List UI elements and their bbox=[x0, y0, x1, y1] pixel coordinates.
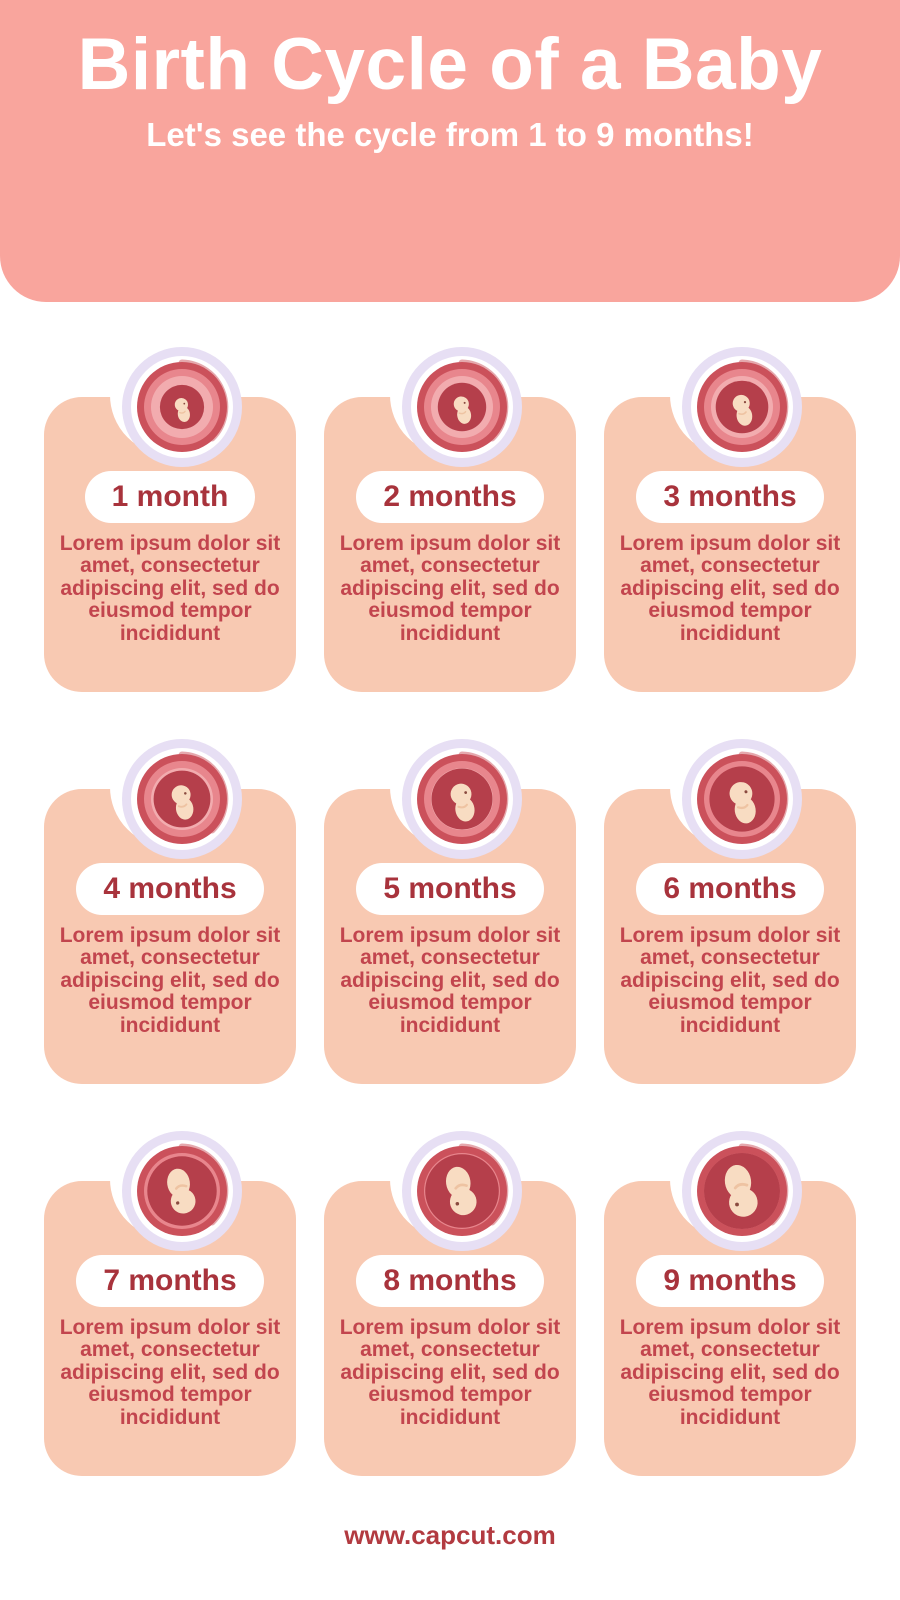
month-label-pill: 8 months bbox=[356, 1255, 544, 1307]
month-label: 6 months bbox=[663, 872, 797, 905]
month-label-pill: 2 months bbox=[356, 471, 544, 523]
month-card: 1 month Lorem ipsum dolor sit amet, cons… bbox=[44, 335, 296, 692]
footer: www.capcut.com bbox=[0, 1520, 900, 1551]
fetus-in-womb-month-7-icon bbox=[122, 1131, 242, 1251]
cards-grid: 1 month Lorem ipsum dolor sit amet, cons… bbox=[44, 335, 856, 1476]
month-card: 5 months Lorem ipsum dolor sit amet, con… bbox=[324, 727, 576, 1084]
month-description: Lorem ipsum dolor sit amet, consectetur … bbox=[619, 1316, 841, 1429]
header-banner: Birth Cycle of a Baby Let's see the cycl… bbox=[0, 0, 900, 302]
fetus-in-womb-month-6-icon bbox=[682, 739, 802, 859]
month-circle bbox=[390, 727, 522, 859]
month-card: 9 months Lorem ipsum dolor sit amet, con… bbox=[604, 1119, 856, 1476]
month-label-pill: 4 months bbox=[76, 863, 264, 915]
month-description: Lorem ipsum dolor sit amet, consectetur … bbox=[59, 532, 281, 645]
month-circle bbox=[110, 1119, 242, 1251]
embryo-in-womb-month-1-icon bbox=[122, 347, 242, 467]
month-label: 5 months bbox=[383, 872, 517, 905]
page-subtitle: Let's see the cycle from 1 to 9 months! bbox=[146, 116, 754, 154]
month-label-pill: 6 months bbox=[636, 863, 824, 915]
fetus-in-womb-month-2-icon bbox=[402, 347, 522, 467]
month-circle bbox=[390, 335, 522, 467]
fetus-in-womb-month-5-icon bbox=[402, 739, 522, 859]
month-description: Lorem ipsum dolor sit amet, consectetur … bbox=[619, 924, 841, 1037]
fetus-in-womb-month-4-icon bbox=[122, 739, 242, 859]
month-card: 4 months Lorem ipsum dolor sit amet, con… bbox=[44, 727, 296, 1084]
month-label: 1 month bbox=[111, 480, 229, 513]
month-label-pill: 1 month bbox=[84, 471, 256, 523]
month-label: 2 months bbox=[383, 480, 517, 513]
month-description: Lorem ipsum dolor sit amet, consectetur … bbox=[339, 924, 561, 1037]
month-circle bbox=[670, 727, 802, 859]
month-label-pill: 9 months bbox=[636, 1255, 824, 1307]
month-circle bbox=[670, 335, 802, 467]
month-description: Lorem ipsum dolor sit amet, consectetur … bbox=[619, 532, 841, 645]
month-card: 3 months Lorem ipsum dolor sit amet, con… bbox=[604, 335, 856, 692]
month-circle bbox=[110, 727, 242, 859]
month-card: 2 months Lorem ipsum dolor sit amet, con… bbox=[324, 335, 576, 692]
month-label-pill: 5 months bbox=[356, 863, 544, 915]
month-circle bbox=[670, 1119, 802, 1251]
fetus-in-womb-month-9-icon bbox=[682, 1131, 802, 1251]
fetus-in-womb-month-8-icon bbox=[402, 1131, 522, 1251]
month-description: Lorem ipsum dolor sit amet, consectetur … bbox=[339, 532, 561, 645]
month-card: 7 months Lorem ipsum dolor sit amet, con… bbox=[44, 1119, 296, 1476]
page-title: Birth Cycle of a Baby bbox=[77, 24, 823, 105]
month-circle bbox=[110, 335, 242, 467]
month-circle bbox=[390, 1119, 522, 1251]
month-label: 8 months bbox=[383, 1264, 517, 1297]
month-label-pill: 7 months bbox=[76, 1255, 264, 1307]
month-label: 3 months bbox=[663, 480, 797, 513]
fetus-in-womb-month-3-icon bbox=[682, 347, 802, 467]
month-card: 8 months Lorem ipsum dolor sit amet, con… bbox=[324, 1119, 576, 1476]
website-text: www.capcut.com bbox=[344, 1520, 556, 1550]
month-label: 4 months bbox=[103, 872, 237, 905]
month-label-pill: 3 months bbox=[636, 471, 824, 523]
month-label: 9 months bbox=[663, 1264, 797, 1297]
month-card: 6 months Lorem ipsum dolor sit amet, con… bbox=[604, 727, 856, 1084]
month-label: 7 months bbox=[103, 1264, 237, 1297]
month-description: Lorem ipsum dolor sit amet, consectetur … bbox=[59, 1316, 281, 1429]
month-description: Lorem ipsum dolor sit amet, consectetur … bbox=[59, 924, 281, 1037]
month-description: Lorem ipsum dolor sit amet, consectetur … bbox=[339, 1316, 561, 1429]
